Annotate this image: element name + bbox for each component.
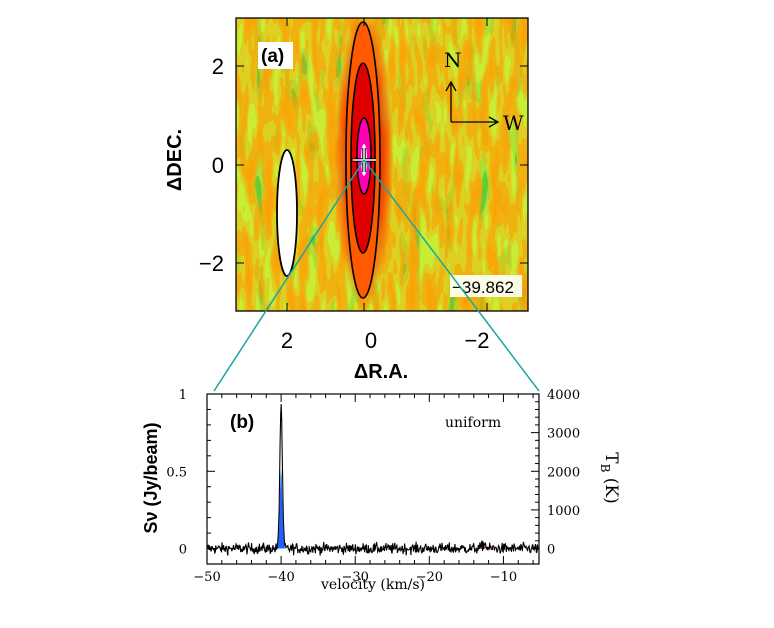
y-tick-label: 1 xyxy=(179,388,187,403)
y-tick-label: 0 xyxy=(179,543,187,558)
zoom-connectors xyxy=(213,159,540,392)
map-panel: (a) N W −39.862 2 0 −2 2 0 −2 ΔR.A. ΔDEC… xyxy=(164,17,529,383)
map-xaxis-label: ΔR.A. xyxy=(354,361,408,383)
map-xtick-label: 2 xyxy=(281,328,293,353)
map-ytick-label: 2 xyxy=(212,54,224,79)
map-image xyxy=(236,18,528,311)
compass-north-label: N xyxy=(444,48,462,72)
map-ytick-label: 0 xyxy=(212,153,224,178)
map-xtick-label: −2 xyxy=(464,328,489,353)
y2-tick-label: 2000 xyxy=(547,465,580,480)
map-yaxis-label: ΔDEC. xyxy=(164,129,186,191)
y2-tick-label: 1000 xyxy=(547,504,580,519)
spectrum-ticks xyxy=(206,393,539,564)
x-tick-label: −10 xyxy=(490,570,517,585)
spectrum-series xyxy=(206,404,540,556)
spectrum-panel: (b) uniform −50 −40 −30 −20 −10 0 0.5 1 0 1000 200… xyxy=(141,388,621,593)
x-tick-label: −20 xyxy=(416,570,443,585)
tb-subscript: B xyxy=(598,464,612,473)
beam-ellipse xyxy=(276,149,298,277)
map-ytick-label: −2 xyxy=(199,251,224,276)
x-tick-label: −40 xyxy=(267,570,294,585)
spectrum-annotation: uniform xyxy=(445,415,501,431)
spectrum-y2axis-label: TB (K) xyxy=(598,452,621,504)
compass-west-label: W xyxy=(503,111,524,135)
y-tick-label: 0.5 xyxy=(166,465,187,480)
x-tick-label: −50 xyxy=(193,570,220,585)
spectrum-line xyxy=(206,404,540,556)
compass: N W xyxy=(444,48,524,135)
spectrum-yaxis-label: Sν (Jy/beam) xyxy=(141,422,161,533)
panel-label-a: (a) xyxy=(261,46,284,67)
y2-tick-label: 0 xyxy=(547,543,555,558)
peak-fill xyxy=(277,469,285,549)
y2-tick-label: 3000 xyxy=(547,427,580,442)
y2-tick-label: 4000 xyxy=(547,388,580,403)
x-tick-label: −30 xyxy=(341,570,368,585)
spectrum-xaxis-label: velocity (km/s) xyxy=(320,577,425,593)
velocity-annotation: −39.862 xyxy=(452,278,514,297)
panel-label-b: (b) xyxy=(230,412,254,433)
map-xtick-label: 0 xyxy=(365,328,377,353)
spectrum-tick-labels: −50 −40 −30 −20 −10 0 0.5 1 0 1000 2000 3000 4000 xyxy=(166,388,580,585)
map-ticks xyxy=(236,18,528,311)
